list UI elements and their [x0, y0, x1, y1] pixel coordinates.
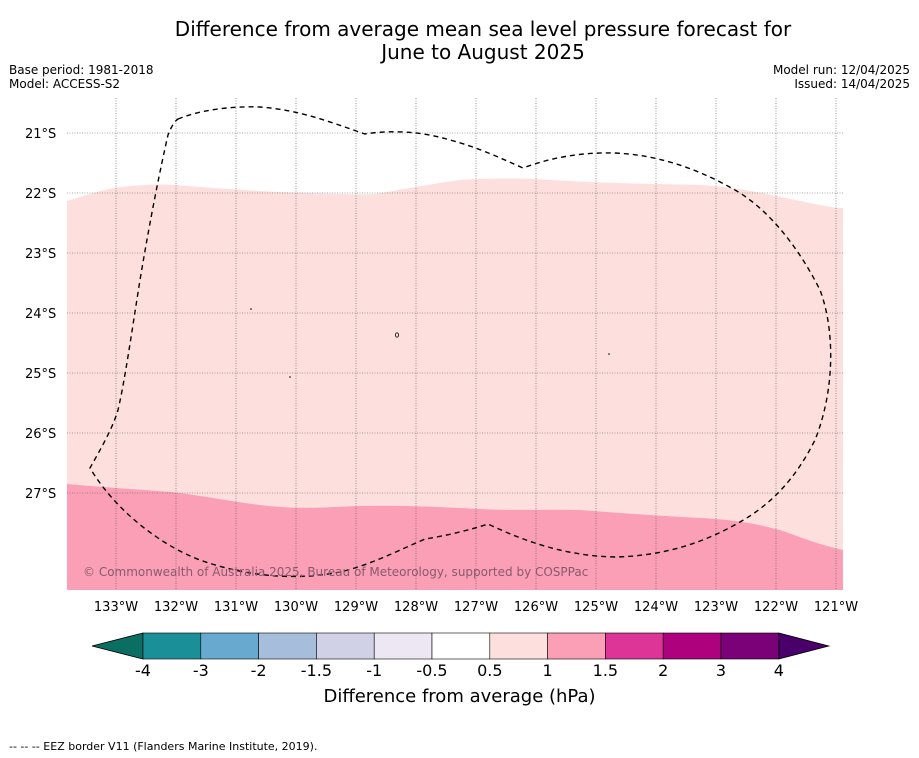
colorbar-tick-label: -1.5 [300, 661, 332, 680]
lon-label: 122°W [754, 600, 798, 615]
colorbar-segment [431, 632, 491, 660]
lon-label: 132°W [154, 600, 198, 615]
lon-label: 125°W [574, 600, 618, 615]
lat-label: 22°S [25, 187, 56, 202]
lon-label: 130°W [274, 600, 318, 615]
lon-label: 128°W [394, 600, 438, 615]
eez-border [89, 106, 832, 578]
colorbar-tick-label: 1.5 [592, 661, 619, 680]
colorbar-tick-label: -0.5 [416, 661, 448, 680]
meta-right: Model run: 12/04/2025 Issued: 14/04/2025 [773, 63, 910, 91]
colorbar-tick-label: 4 [773, 661, 784, 680]
base-period: Base period: 1981-2018 [9, 63, 154, 77]
title-line-1: Difference from average mean sea level p… [174, 17, 792, 41]
lat-label: 27°S [25, 487, 56, 502]
lat-label: 25°S [25, 367, 56, 382]
lon-label: 127°W [454, 600, 498, 615]
island-marker [394, 332, 399, 338]
meta-left: Base period: 1981-2018 Model: ACCESS-S2 [9, 63, 154, 91]
latitude-labels: 21°S 22°S 23°S 24°S 25°S 26°S 27°S [25, 127, 56, 502]
colorbar-tick-label: 3 [715, 661, 727, 680]
island-marker [289, 376, 291, 378]
colorbar-segment [662, 632, 722, 660]
longitude-labels: 133°W 132°W 131°W 130°W 129°W 128°W 127°… [94, 600, 858, 615]
lon-label: 124°W [634, 600, 678, 615]
title-line-2: June to August 2025 [381, 40, 585, 64]
colorbar-extend-high [778, 632, 831, 660]
lon-label: 129°W [334, 600, 378, 615]
colorbar-title: Difference from average (hPa) [323, 686, 596, 707]
eez-legend-footer: -- -- -- EEZ border V11 (Flanders Marine… [9, 740, 318, 753]
colorbar-tick-label: -4 [135, 661, 151, 680]
colorbar-segment [258, 632, 317, 660]
colorbar-segment [547, 632, 606, 660]
copyright-notice: © Commonwealth of Australia 2025, Bureau… [83, 565, 589, 579]
gridlines [67, 98, 843, 590]
map-title: Difference from average mean sea level p… [0, 18, 919, 64]
lat-label: 21°S [25, 127, 56, 142]
colorbar-segment [720, 632, 780, 660]
colorbar-tick-label: 0.5 [477, 661, 503, 680]
lon-label: 121°W [814, 600, 858, 615]
anomaly-band-0-5-1 [67, 178, 843, 590]
anomaly-band-1-1-5 [67, 484, 843, 590]
lat-label: 23°S [25, 247, 56, 262]
island-marker [250, 308, 252, 310]
colorbar [91, 632, 831, 660]
colorbar-segment [200, 632, 259, 660]
colorbar-extend-low [91, 632, 144, 660]
lon-label: 123°W [694, 600, 738, 615]
colorbar-segment [142, 632, 202, 660]
colorbar-segment [316, 632, 375, 660]
colorbar-tick-label: 1 [542, 661, 553, 680]
colorbar-segment [489, 632, 548, 660]
lon-label: 126°W [514, 600, 558, 615]
colorbar-tick-label: 2 [658, 661, 669, 680]
island-marker [608, 353, 610, 355]
colorbar-tick-label: -3 [192, 661, 209, 680]
lon-label: 131°W [214, 600, 258, 615]
lat-label: 26°S [25, 427, 56, 442]
model-name: Model: ACCESS-S2 [9, 77, 121, 91]
model-run: Model run: 12/04/2025 [772, 63, 910, 77]
colorbar-segment [605, 632, 664, 660]
issued-date: Issued: 14/04/2025 [794, 77, 910, 91]
colorbar-tick-label: -1 [366, 661, 383, 680]
colorbar-segment [373, 632, 433, 660]
lat-label: 24°S [25, 307, 56, 322]
colorbar-tick-label: -2 [250, 661, 267, 680]
lon-label: 133°W [94, 600, 138, 615]
